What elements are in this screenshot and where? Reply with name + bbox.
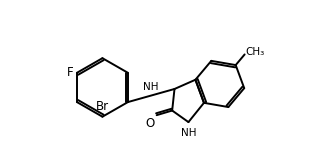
- Text: O: O: [145, 117, 154, 130]
- Text: Br: Br: [96, 100, 109, 113]
- Text: NH: NH: [143, 82, 159, 92]
- Text: F: F: [67, 66, 73, 79]
- Text: CH₃: CH₃: [245, 47, 265, 57]
- Text: NH: NH: [181, 128, 196, 138]
